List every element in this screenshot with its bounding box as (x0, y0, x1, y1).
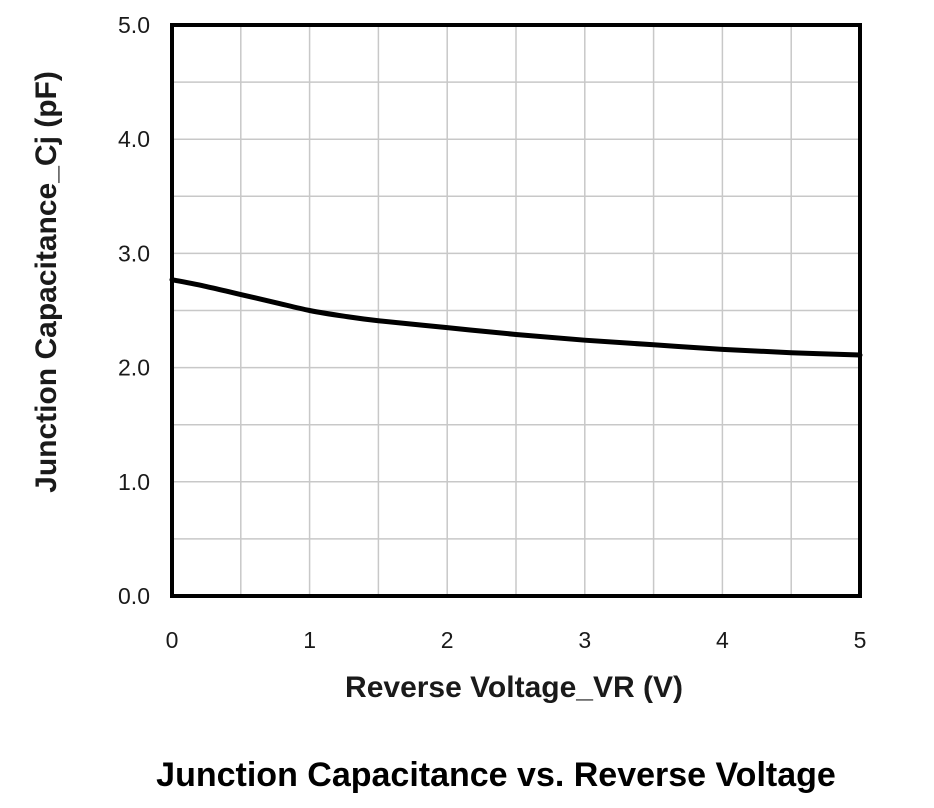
y-tick-label: 0.0 (118, 583, 150, 609)
x-tick-label: 4 (716, 627, 729, 653)
grid (171, 24, 861, 597)
x-axis-title: Reverse Voltage_VR (V) (345, 671, 683, 704)
capacitance-curve (169, 277, 863, 358)
plot-border (170, 23, 862, 598)
y-tick-label: 4.0 (118, 126, 150, 152)
x-tick-labels: 0 1 2 3 4 5 (166, 627, 867, 653)
x-tick-label: 5 (854, 627, 867, 653)
y-tick-label: 3.0 (118, 240, 150, 266)
chart-title: Junction Capacitance vs. Reverse Voltage (156, 756, 836, 794)
x-tick-label: 0 (166, 627, 179, 653)
x-tick-label: 1 (303, 627, 316, 653)
y-tick-labels: 0.0 1.0 2.0 3.0 4.0 5.0 (118, 12, 150, 609)
y-axis-title: Junction Capacitance_Cj (pF) (30, 71, 63, 493)
y-tick-label: 2.0 (118, 355, 150, 381)
series-layer (169, 277, 863, 358)
y-tick-label: 5.0 (118, 12, 150, 38)
y-tick-label: 1.0 (118, 469, 150, 495)
x-tick-label: 2 (441, 627, 454, 653)
x-tick-label: 3 (578, 627, 591, 653)
plot-frame (170, 23, 862, 598)
